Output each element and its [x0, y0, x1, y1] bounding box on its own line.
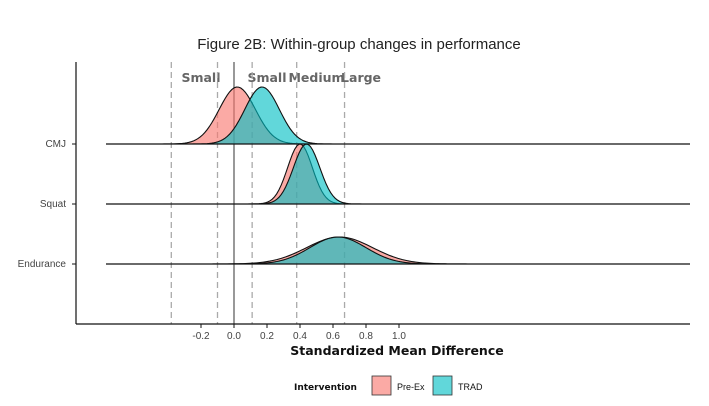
ridge-cmj-trad — [106, 87, 690, 144]
x-tick-label-5: 0.8 — [359, 331, 373, 342]
ridge-endurance-preex — [106, 237, 690, 264]
legend-swatch-pre-ex — [371, 375, 392, 396]
zone-label-3: Large — [341, 70, 381, 85]
ridge-outline-cmj-preex — [106, 86, 690, 145]
ridge-squat-preex — [106, 144, 690, 204]
y-label-cmj: CMJ — [45, 139, 66, 150]
y-label-squat: Squat — [40, 199, 66, 210]
zone-label-0: Small — [181, 70, 220, 85]
legend-label-pre-ex: Pre-Ex — [397, 382, 425, 392]
ridge-outline-squat-preex — [106, 143, 690, 205]
x-tick-label-3: 0.4 — [293, 331, 307, 342]
ridge-cmj-preex — [106, 87, 690, 144]
zone-label-1: Small — [247, 70, 286, 85]
x-tick-label-0: -0.2 — [192, 331, 210, 342]
chart-title: Figure 2B: Within-group changes in perfo… — [197, 36, 521, 53]
x-tick-label-1: 0.0 — [227, 331, 241, 342]
y-label-endurance: Endurance — [18, 259, 67, 270]
zone-label-2: Medium — [288, 70, 344, 85]
legend-title: Intervention — [294, 383, 357, 393]
ridge-outline-cmj-trad — [106, 86, 690, 145]
legend: Intervention Pre-Ex TRAD — [294, 375, 483, 396]
ridge-squat-trad — [106, 144, 690, 204]
ridge-outline-squat-trad — [106, 143, 690, 205]
x-tick-label-6: 1.0 — [392, 331, 406, 342]
legend-label-trad: TRAD — [458, 382, 483, 392]
x-axis-label: Standardized Mean Difference — [290, 343, 503, 358]
x-tick-label-4: 0.6 — [326, 331, 340, 342]
x-tick-label-2: 0.2 — [260, 331, 274, 342]
legend-swatch-trad — [432, 375, 453, 396]
